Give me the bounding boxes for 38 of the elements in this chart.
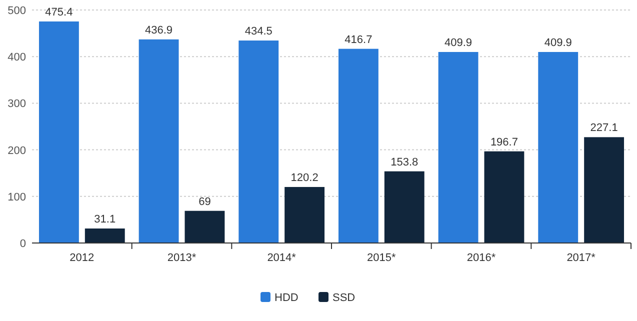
legend-label: SSD <box>332 292 356 304</box>
y-tick-label: 200 <box>8 144 26 157</box>
bar <box>84 228 125 243</box>
data-label: 69 <box>198 196 211 208</box>
data-label: 434.5 <box>244 26 272 38</box>
data-label: 416.7 <box>344 34 372 46</box>
bar <box>184 210 225 243</box>
data-label: 153.8 <box>390 156 418 168</box>
data-label: 196.7 <box>490 136 518 148</box>
x-tick-label: 2012 <box>70 252 94 264</box>
y-tick-label: 0 <box>20 238 26 250</box>
bar <box>238 40 279 243</box>
data-label: 436.9 <box>145 24 173 36</box>
x-tick-label: 2015* <box>367 252 397 264</box>
bar <box>284 186 325 243</box>
y-tick-label: 100 <box>8 191 26 204</box>
bar <box>438 52 478 243</box>
data-label: 409.9 <box>544 36 572 49</box>
bar <box>138 39 179 243</box>
x-tick-label: 2013* <box>167 252 197 264</box>
data-label: 120.2 <box>290 172 318 184</box>
data-label: 409.9 <box>444 36 472 49</box>
bar <box>338 48 378 243</box>
data-label: 227.1 <box>590 122 618 134</box>
data-label: 475.4 <box>45 6 73 18</box>
bar <box>38 21 79 243</box>
bar <box>384 171 424 243</box>
data-label: 31.1 <box>94 214 116 226</box>
x-tick-label: 2017* <box>566 252 596 264</box>
x-tick-label: 2014* <box>267 252 297 264</box>
y-tick-label: 300 <box>8 98 26 110</box>
y-tick-label: 500 <box>8 5 26 17</box>
bar <box>584 137 624 243</box>
bar <box>538 52 578 243</box>
x-tick-label: 2016* <box>466 252 496 264</box>
y-tick-label: 400 <box>8 52 26 64</box>
legend-label: HDD <box>274 292 298 304</box>
bar <box>484 151 524 243</box>
